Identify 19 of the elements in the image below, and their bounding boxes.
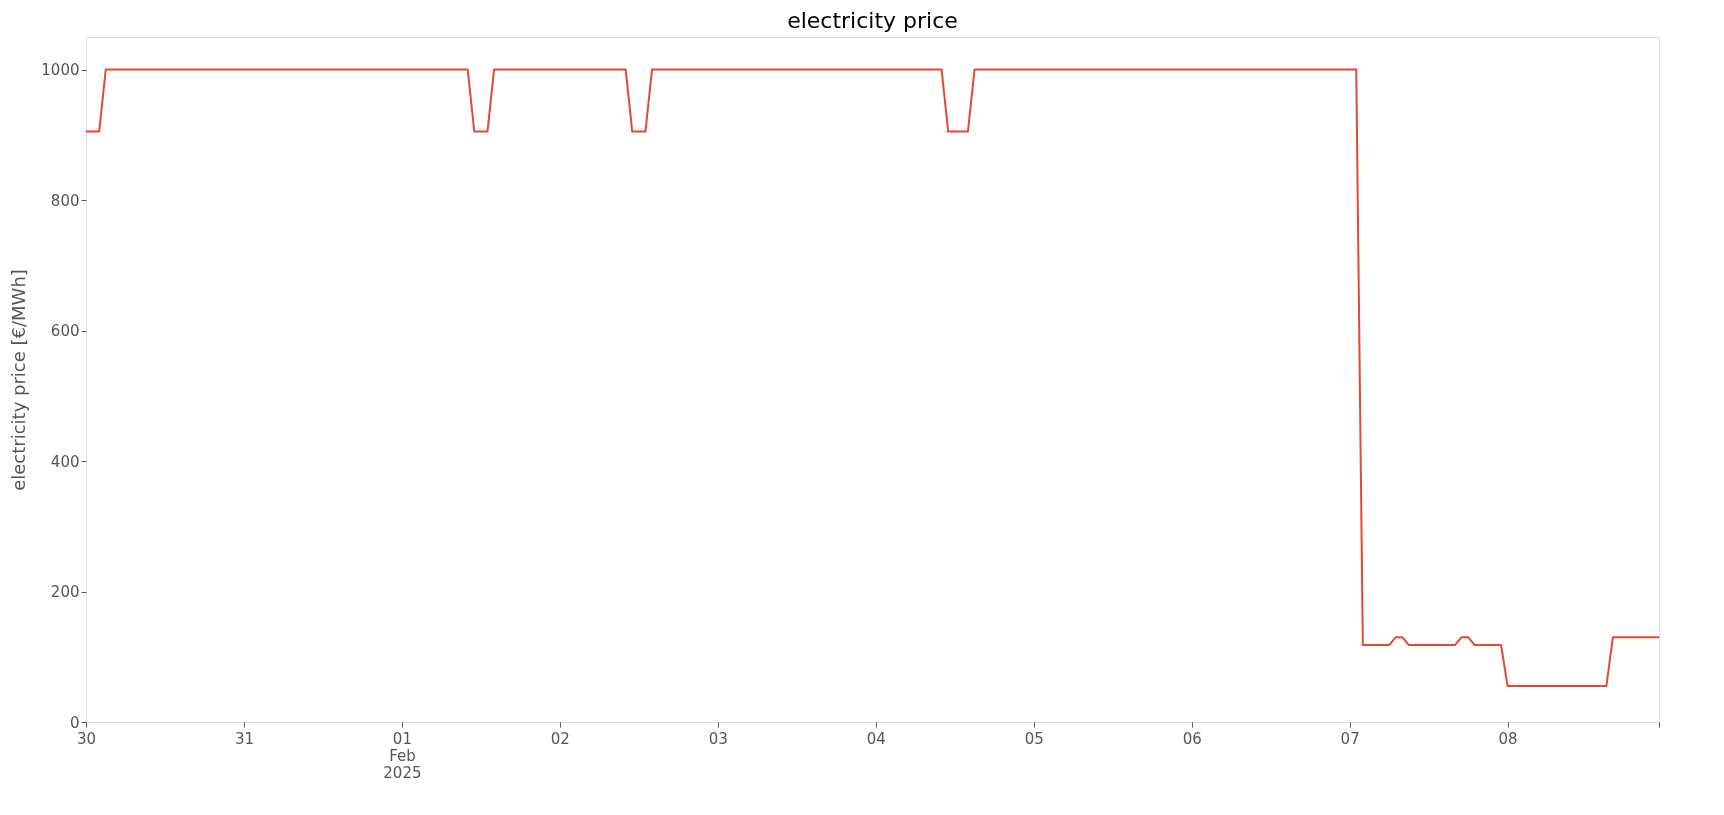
- x-tick-label: 08: [1498, 729, 1518, 748]
- x-tick-label: 31: [234, 729, 255, 748]
- chart-title: electricity price: [787, 8, 958, 33]
- y-tick-label: 600: [50, 322, 80, 341]
- y-axis-title: electricity price [€/MWh]: [8, 269, 30, 491]
- x-tick-label: 30: [76, 729, 97, 748]
- x-tick-label: 01 Feb 2025: [383, 729, 422, 782]
- y-tick-label: 400: [50, 452, 80, 471]
- y-tick-label: 800: [50, 191, 80, 210]
- line-series: [85, 68, 1660, 688]
- x-tick-label: 03: [708, 729, 728, 748]
- y-tick-label: 1000: [41, 61, 80, 80]
- x-tick-label: 07: [1340, 729, 1360, 748]
- y-tick-label: 200: [50, 583, 80, 602]
- x-tick-label: 05: [1024, 729, 1044, 748]
- x-tick-label: 04: [866, 729, 886, 748]
- y-tick-label: 0: [69, 713, 80, 732]
- x-tick-label: 06: [1182, 729, 1202, 748]
- x-tick-label: 02: [550, 729, 570, 748]
